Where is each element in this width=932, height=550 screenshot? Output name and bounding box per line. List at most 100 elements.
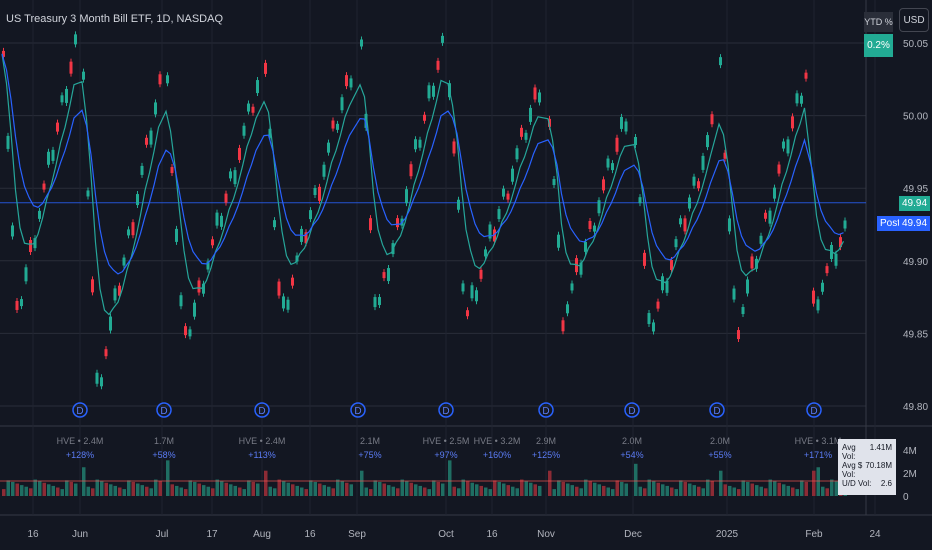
- volume-annotation-pct: +58%: [152, 450, 175, 460]
- volume-bar: [65, 480, 69, 496]
- candle-body: [661, 276, 664, 291]
- candle-body: [746, 279, 749, 294]
- volume-annotation-pct: +171%: [804, 450, 832, 460]
- candle-body: [656, 301, 660, 309]
- candle-body: [624, 121, 628, 132]
- candle-body: [737, 330, 740, 340]
- candle-body: [149, 130, 153, 145]
- candle-body: [206, 261, 210, 270]
- candle-body: [606, 158, 610, 168]
- volume-bar: [309, 480, 313, 496]
- candle-body: [548, 118, 551, 127]
- candle-body: [768, 210, 772, 224]
- candle-body: [414, 139, 417, 150]
- ema-fast-line: [1, 53, 845, 316]
- candle-body: [502, 188, 505, 197]
- candle-body: [86, 190, 90, 197]
- candle-body: [42, 183, 46, 190]
- candle-body: [47, 151, 50, 165]
- candle-body: [741, 307, 745, 315]
- volume-bar: [24, 486, 28, 496]
- volume-bar: [33, 479, 37, 496]
- volume-bar: [273, 488, 277, 496]
- volume-bar: [74, 483, 78, 496]
- candle-body: [470, 285, 474, 299]
- volume-bar: [764, 488, 768, 496]
- candle-body: [475, 290, 478, 302]
- candle-body: [795, 93, 799, 104]
- candle-body: [369, 218, 372, 231]
- candle-body: [479, 269, 483, 279]
- volume-bar: [184, 489, 188, 496]
- candle-body: [127, 229, 130, 236]
- candle-body: [238, 147, 241, 160]
- volume-bar: [391, 486, 395, 496]
- volume-bar: [821, 486, 825, 496]
- volume-bar: [42, 482, 46, 496]
- volume-bar: [387, 485, 391, 496]
- candle-body: [175, 228, 178, 242]
- candle-body: [538, 92, 541, 103]
- time-tick-label: Jun: [72, 529, 88, 540]
- volume-bar: [566, 483, 570, 496]
- candle-body: [409, 164, 413, 177]
- chart-title: US Treasury 3 Month Bill ETF, 1D, NASDAQ: [6, 13, 224, 25]
- volume-bar: [166, 460, 170, 496]
- volume-bar: [268, 486, 272, 496]
- volume-bar: [436, 481, 440, 496]
- candle-body: [104, 349, 108, 357]
- candle-body: [131, 222, 135, 236]
- dividend-marker-label: D: [354, 406, 361, 417]
- candle-body: [229, 171, 232, 179]
- candle-body: [791, 116, 794, 129]
- candle-body: [145, 137, 148, 145]
- volume-bar: [461, 479, 465, 496]
- candle-body: [493, 229, 496, 242]
- volume-bar: [423, 487, 427, 496]
- candle-body: [638, 197, 642, 204]
- volume-bar: [313, 481, 317, 496]
- candle-body: [834, 253, 838, 266]
- candle-body: [24, 267, 28, 282]
- candle-body: [11, 225, 14, 237]
- candle-body: [511, 168, 514, 182]
- candle-body: [597, 200, 601, 214]
- volume-bar: [524, 481, 528, 496]
- candle-body: [706, 135, 709, 148]
- candle-body: [773, 187, 776, 199]
- volume-bar: [506, 485, 510, 496]
- candle-body: [373, 297, 377, 308]
- candle-body: [140, 165, 144, 175]
- volume-bar: [661, 484, 665, 496]
- volume-bar: [638, 486, 642, 496]
- dividend-marker: [350, 402, 366, 418]
- candle-body: [91, 279, 94, 293]
- last-price-label: 49.94: [899, 196, 931, 211]
- candle-body: [588, 220, 592, 229]
- volume-bar: [197, 483, 201, 496]
- dividend-marker: [538, 402, 554, 418]
- volume-bar: [723, 484, 727, 496]
- volume-bar: [484, 487, 488, 496]
- candle-body: [51, 149, 55, 161]
- volume-annotation-pct: +113%: [248, 450, 276, 460]
- volume-bar: [396, 488, 400, 496]
- volume-bar: [750, 483, 754, 496]
- volume-bar: [118, 487, 122, 496]
- currency-button[interactable]: USD: [899, 8, 929, 32]
- volume-bar: [127, 480, 131, 496]
- candle-body: [457, 199, 460, 210]
- volume-bar: [414, 484, 418, 496]
- ytd-value: 0.2%: [864, 34, 893, 57]
- candle-body: [488, 224, 492, 239]
- candle-body: [340, 97, 344, 111]
- volume-bar: [652, 481, 656, 496]
- volume-bar: [104, 482, 108, 496]
- candle-body: [683, 218, 687, 232]
- candle-body: [318, 186, 321, 201]
- volume-bar: [737, 489, 741, 496]
- volume-bar: [502, 483, 506, 496]
- volume-bar: [224, 482, 228, 496]
- volume-annotation-pct: +97%: [434, 450, 457, 460]
